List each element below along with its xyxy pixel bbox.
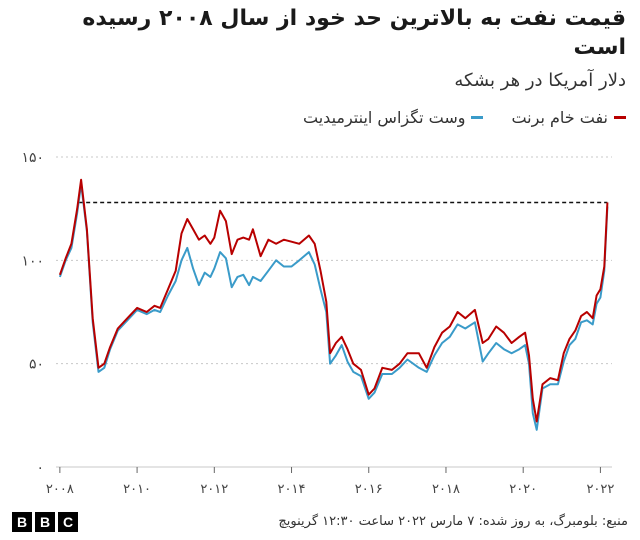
x-tick-label: ۲۰۱۲ [200, 482, 228, 497]
footer: B B C منبع: بلومبرگ، به روز شده: ۷ مارس … [0, 506, 640, 540]
legend-label-wti: وست تگزاس اینترمیدیت [303, 108, 466, 127]
bbc-logo: B B C [12, 512, 78, 532]
y-tick-label: ۰ [36, 460, 44, 476]
y-tick-label: ۱۵۰ [21, 150, 44, 166]
source-note: منبع: بلومبرگ، به روز شده: ۷ مارس ۲۰۲۲ س… [278, 514, 628, 529]
chart-title: قیمت نفت به بالاترین حد خود از سال ۲۰۰۸ … [82, 6, 626, 60]
logo-letter: C [58, 512, 78, 532]
legend-item-wti: وست تگزاس اینترمیدیت [303, 108, 484, 127]
legend-swatch-wti [471, 116, 484, 119]
legend-swatch-brent [614, 116, 626, 119]
legend-label-brent: نفت خام برنت [511, 108, 608, 127]
series-line-brent [58, 178, 609, 423]
logo-letter: B [12, 512, 32, 532]
x-tick-label: ۲۰۱۰ [123, 482, 151, 497]
legend-item-brent: نفت خام برنت [511, 108, 626, 127]
x-tick-label: ۲۰۱۴ [278, 482, 306, 497]
x-tick-label: ۲۰۱۸ [432, 482, 460, 497]
x-tick-label: ۲۰۰۸ [46, 482, 74, 497]
y-tick-label: ۱۰۰ [21, 253, 44, 269]
y-tick-label: ۵۰ [29, 357, 44, 373]
legend: نفت خام برنت وست تگزاس اینترمیدیت [303, 108, 626, 127]
x-tick-label: ۲۰۲۰ [509, 482, 537, 497]
series-line-wti [58, 182, 609, 431]
x-tick-label: ۲۰۲۲ [586, 482, 614, 497]
x-tick-label: ۲۰۱۶ [355, 482, 383, 497]
logo-letter: B [35, 512, 55, 532]
chart-subtitle: دلار آمریکا در هر بشکه [454, 70, 626, 91]
